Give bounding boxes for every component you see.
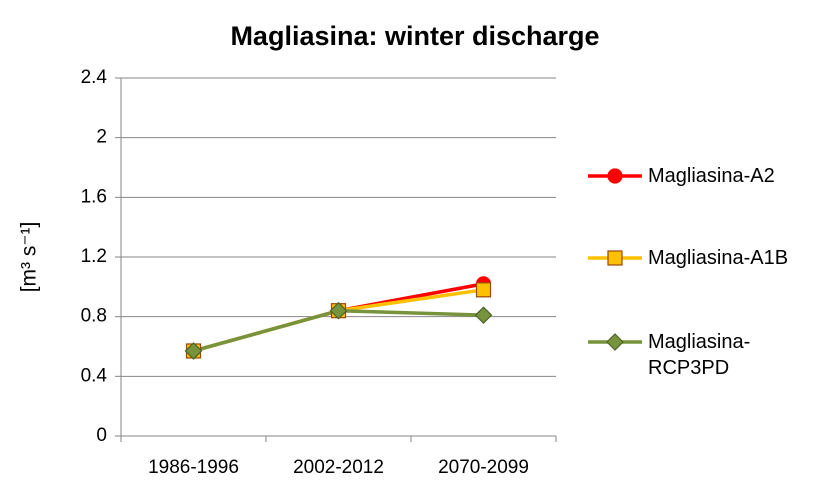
y-tick-label: 0.4 bbox=[81, 365, 108, 386]
y-tick-label: 1.6 bbox=[81, 186, 107, 207]
x-tick-label: 2070-2099 bbox=[438, 457, 529, 478]
y-tick-label: 2 bbox=[96, 127, 107, 148]
x-tick-label: 1986-1996 bbox=[148, 457, 239, 478]
legend-label: Magliasina-A1B bbox=[648, 247, 789, 269]
legend-label: Magliasina-A2 bbox=[648, 165, 775, 187]
marker bbox=[475, 282, 492, 298]
marker bbox=[184, 342, 203, 360]
y-tick-label: 2.4 bbox=[81, 67, 108, 88]
y-axis-label: [m³ s⁻¹] bbox=[18, 222, 41, 293]
marker bbox=[474, 306, 493, 325]
y-tick-label: 0.8 bbox=[81, 306, 107, 327]
series-line bbox=[193, 288, 484, 353]
y-tick-label: 0 bbox=[96, 425, 107, 446]
marker bbox=[329, 301, 348, 320]
legend-label: Magliasina-RCP3PD bbox=[648, 331, 751, 379]
marker bbox=[606, 333, 624, 351]
chart-title: Magliasina: winter discharge bbox=[230, 21, 599, 51]
marker bbox=[607, 250, 623, 266]
y-tick-label: 1.2 bbox=[81, 246, 107, 267]
marker bbox=[607, 168, 623, 184]
x-tick-label: 2002-2012 bbox=[293, 457, 384, 478]
